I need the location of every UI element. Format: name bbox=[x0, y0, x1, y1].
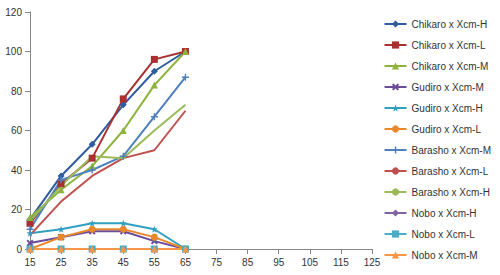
svg-text:85: 85 bbox=[242, 257, 254, 268]
svg-text:15: 15 bbox=[24, 257, 36, 268]
svg-text:115: 115 bbox=[333, 257, 349, 268]
svg-text:Nobo x Xcm-L: Nobo x Xcm-L bbox=[412, 229, 476, 240]
svg-text:95: 95 bbox=[273, 257, 285, 268]
svg-text:Barasho x Xcm-H: Barasho x Xcm-H bbox=[412, 187, 490, 198]
svg-text:35: 35 bbox=[87, 257, 99, 268]
svg-text:55: 55 bbox=[149, 257, 161, 268]
svg-text:Gudiro x Xcm-L: Gudiro x Xcm-L bbox=[412, 124, 482, 135]
svg-text:60: 60 bbox=[11, 125, 23, 136]
svg-text:40: 40 bbox=[11, 165, 23, 176]
svg-text:125: 125 bbox=[364, 257, 381, 268]
svg-text:25: 25 bbox=[56, 257, 68, 268]
svg-text:Chikaro x Xcm-H: Chikaro x Xcm-H bbox=[412, 19, 488, 30]
svg-text:75: 75 bbox=[211, 257, 223, 268]
svg-text:Barasho x Xcm-L: Barasho x Xcm-L bbox=[412, 166, 489, 177]
svg-text:Barasho x Xcm-M: Barasho x Xcm-M bbox=[412, 145, 491, 156]
svg-text:Gudiro x Xcm-H: Gudiro x Xcm-H bbox=[412, 103, 483, 114]
svg-text:Chikaro x Xcm-L: Chikaro x Xcm-L bbox=[412, 40, 486, 51]
svg-text:80: 80 bbox=[11, 86, 23, 97]
svg-text:Gudiro x Xcm-M: Gudiro x Xcm-M bbox=[412, 82, 484, 93]
svg-text:Nobo x Xcm-M: Nobo x Xcm-M bbox=[412, 250, 478, 261]
svg-text:20: 20 bbox=[11, 204, 23, 215]
svg-text:120: 120 bbox=[5, 7, 22, 18]
svg-text:65: 65 bbox=[180, 257, 192, 268]
svg-text:45: 45 bbox=[118, 257, 130, 268]
svg-text:Nobo x Xcm-H: Nobo x Xcm-H bbox=[412, 208, 477, 219]
svg-text:100: 100 bbox=[5, 46, 22, 57]
svg-text:105: 105 bbox=[301, 257, 318, 268]
svg-text:Chikaro x Xcm-M: Chikaro x Xcm-M bbox=[412, 61, 489, 72]
svg-text:0: 0 bbox=[16, 244, 22, 255]
